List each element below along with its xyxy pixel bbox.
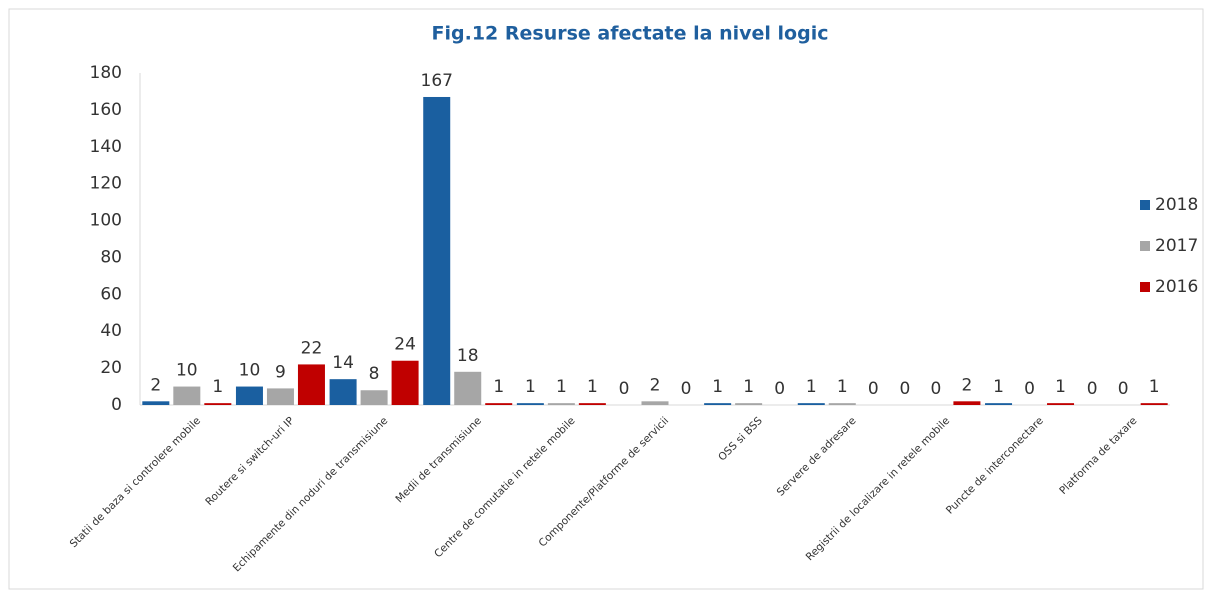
bar: [204, 403, 232, 405]
data-label: 1: [587, 377, 598, 397]
data-label: 0: [681, 379, 692, 399]
data-label: 2: [650, 375, 661, 395]
bar: [797, 403, 825, 405]
data-label: 1: [556, 377, 567, 397]
y-tick-label: 160: [90, 100, 122, 120]
data-label: 24: [394, 335, 416, 355]
bar: [454, 371, 482, 405]
bar: [704, 403, 732, 405]
data-label: 1: [1149, 377, 1160, 397]
chart-title: Fig.12 Resurse afectate la nivel logic: [432, 23, 829, 45]
bar: [360, 390, 388, 405]
data-label: 1: [837, 377, 848, 397]
data-label: 0: [930, 379, 941, 399]
data-label: 0: [1118, 379, 1129, 399]
bar: [953, 401, 981, 405]
bar: [266, 388, 294, 405]
y-tick-label: 180: [90, 63, 122, 83]
data-label: 8: [369, 364, 380, 384]
data-label: 0: [899, 379, 910, 399]
legend-swatch: [1140, 241, 1150, 251]
legend-swatch: [1140, 282, 1150, 292]
y-tick-label: 140: [90, 137, 122, 157]
bar: [985, 403, 1013, 405]
bar: [828, 403, 856, 405]
data-label: 10: [176, 361, 198, 381]
data-label: 10: [239, 361, 261, 381]
data-label: 1: [493, 377, 504, 397]
bar: [173, 386, 201, 405]
data-label: 22: [301, 338, 323, 358]
bar: [297, 364, 325, 405]
data-label: 0: [1087, 379, 1098, 399]
legend-label: 2017: [1155, 236, 1198, 256]
data-label: 1: [212, 377, 223, 397]
bar: [1140, 403, 1168, 405]
data-label: 0: [774, 379, 785, 399]
bar: [547, 403, 575, 405]
bar: [423, 96, 451, 405]
data-label: 1: [1055, 377, 1066, 397]
legend-swatch: [1140, 200, 1150, 210]
bar: [1047, 403, 1075, 405]
data-label: 1: [993, 377, 1004, 397]
bar: [485, 403, 513, 405]
bar: [516, 403, 544, 405]
data-label: 1: [806, 377, 817, 397]
data-label: 2: [150, 375, 161, 395]
y-tick-label: 100: [90, 211, 122, 231]
data-label: 14: [332, 353, 354, 373]
bar: [735, 403, 763, 405]
y-tick-label: 20: [100, 358, 122, 378]
data-label: 1: [525, 377, 536, 397]
legend-label: 2016: [1155, 277, 1198, 297]
data-label: 9: [275, 362, 286, 382]
data-label: 167: [421, 71, 453, 91]
data-label: 1: [712, 377, 723, 397]
bar: [235, 386, 263, 405]
data-label: 1: [743, 377, 754, 397]
bar: [578, 403, 606, 405]
data-label: 0: [868, 379, 879, 399]
bar: [142, 401, 170, 405]
data-label: 0: [619, 379, 630, 399]
y-tick-label: 60: [100, 284, 122, 304]
bar: [641, 401, 669, 405]
bar: [391, 360, 419, 405]
legend-label: 2018: [1155, 195, 1198, 215]
data-label: 2: [961, 375, 972, 395]
y-tick-label: 80: [100, 247, 122, 267]
y-tick-label: 120: [90, 174, 122, 194]
bar: [329, 379, 357, 405]
chart-border: [8, 8, 1204, 590]
data-label: 0: [1024, 379, 1035, 399]
y-tick-label: 40: [100, 321, 122, 341]
y-tick-label: 0: [111, 395, 122, 415]
data-label: 18: [457, 346, 479, 366]
